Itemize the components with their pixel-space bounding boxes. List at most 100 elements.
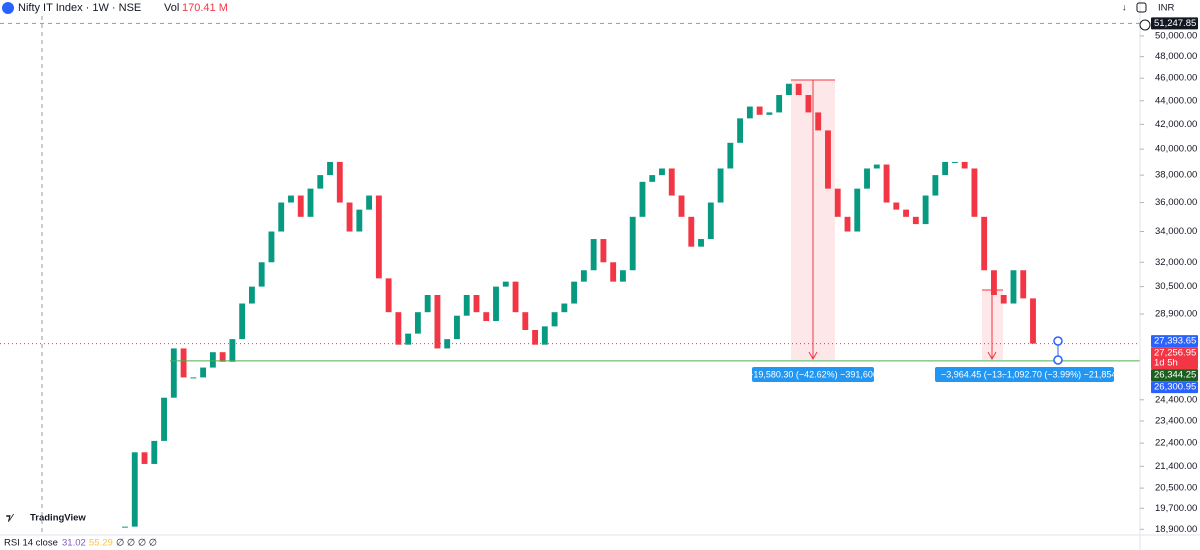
candle: [502, 281, 509, 287]
candle: [776, 95, 783, 113]
candle: [395, 312, 402, 345]
candle: [131, 452, 138, 527]
y-tick-label: 38,000.00: [1155, 170, 1197, 181]
candle: [356, 209, 363, 232]
measure-text: −3,964.45 (−13.0: [941, 369, 1010, 379]
candle: [825, 130, 831, 189]
price-label-sub: 1d 5h: [1154, 358, 1178, 369]
price-label-bg: [1151, 335, 1198, 348]
candle: [815, 112, 822, 131]
candle: [375, 195, 382, 279]
y-tick-label: 21,400.00: [1155, 461, 1197, 472]
candle: [229, 339, 236, 362]
symbol-icon: [2, 2, 14, 14]
brand-logo: ⁊⁄: [6, 513, 15, 524]
candle: [454, 315, 460, 340]
candle: [620, 270, 626, 282]
candle: [912, 216, 919, 225]
y-tick-label: 28,900.00: [1155, 308, 1197, 319]
candle: [746, 106, 753, 119]
candle: [707, 202, 714, 240]
candle: [590, 239, 597, 271]
candle: [522, 312, 529, 330]
candle: [756, 106, 763, 115]
candle: [668, 168, 675, 196]
candle: [414, 312, 421, 334]
candle: [541, 326, 548, 345]
candle: [834, 188, 841, 217]
candle: [307, 188, 314, 217]
y-tick-label: 23,400.00: [1155, 416, 1197, 427]
rsi-value: 31.02: [62, 538, 86, 549]
candle: [473, 294, 480, 313]
candle: [805, 95, 812, 113]
currency[interactable]: INR: [1158, 3, 1175, 14]
candle: [424, 294, 431, 313]
price-label-bg: [1151, 369, 1198, 382]
price-label-bg: [1151, 17, 1198, 30]
price-label: 26,300.95: [1154, 382, 1196, 393]
candle: [678, 195, 685, 217]
candle: [405, 333, 412, 345]
y-tick-label: 30,500.00: [1155, 281, 1197, 292]
candle: [649, 175, 656, 182]
handle[interactable]: [1053, 336, 1063, 346]
indicator: RSI 14 close: [4, 538, 58, 549]
candle: [122, 526, 128, 528]
measure-box: [1004, 367, 1114, 382]
candle: [463, 294, 470, 316]
price-label-bg: [1151, 347, 1198, 370]
candle: [297, 195, 304, 217]
candle: [932, 175, 939, 196]
candle: [727, 142, 734, 169]
candle: [346, 202, 353, 232]
candle: [571, 281, 578, 304]
measure-box: [935, 367, 1007, 382]
symbol: Nifty IT Index · 1W · NSE: [18, 2, 141, 14]
icon-download[interactable]: ↓: [1122, 3, 1127, 14]
candle: [1020, 270, 1027, 299]
candle: [844, 216, 851, 232]
candle: [219, 352, 226, 362]
candle: [483, 312, 490, 322]
candle: [1010, 270, 1017, 304]
candle: [600, 239, 607, 263]
candle: [893, 202, 900, 210]
candle: [864, 168, 870, 189]
measure-box: [752, 367, 874, 382]
candle: [737, 118, 744, 143]
candle: [493, 286, 499, 322]
brand: TradingView: [30, 513, 86, 524]
price-label: 51,247.85: [1154, 18, 1196, 29]
candle: [580, 270, 587, 282]
candle: [239, 303, 246, 340]
rsi-ma: 55.29: [89, 538, 113, 549]
candle: [981, 216, 988, 271]
y-tick-label: 18,900.00: [1155, 524, 1197, 535]
candle: [991, 270, 997, 295]
y-tick-label: 42,000.00: [1155, 119, 1197, 130]
candle: [942, 161, 949, 176]
icon-fullscreen[interactable]: [1136, 2, 1147, 13]
candle: [209, 352, 216, 368]
candle: [1000, 294, 1007, 304]
candle: [151, 440, 158, 464]
candle: [327, 161, 333, 176]
handle[interactable]: [1053, 355, 1063, 365]
y-tick-label: 20,500.00: [1155, 483, 1197, 494]
candle: [1030, 298, 1036, 344]
candle: [278, 202, 285, 232]
y-tick-label: 19,700.00: [1155, 503, 1197, 514]
candle: [961, 161, 968, 169]
candle: [200, 367, 207, 378]
price-label: 26,344.25: [1154, 370, 1196, 381]
candle: [698, 239, 704, 247]
candle: [336, 161, 343, 203]
candle: [561, 303, 568, 313]
candle: [659, 168, 665, 176]
measure-arrow: [987, 351, 997, 361]
candle: [951, 161, 958, 163]
add-icon[interactable]: [1139, 19, 1151, 31]
vol-value: 170.41 M: [182, 2, 228, 14]
rsi-extra: ∅ ∅ ∅ ∅: [116, 538, 157, 549]
